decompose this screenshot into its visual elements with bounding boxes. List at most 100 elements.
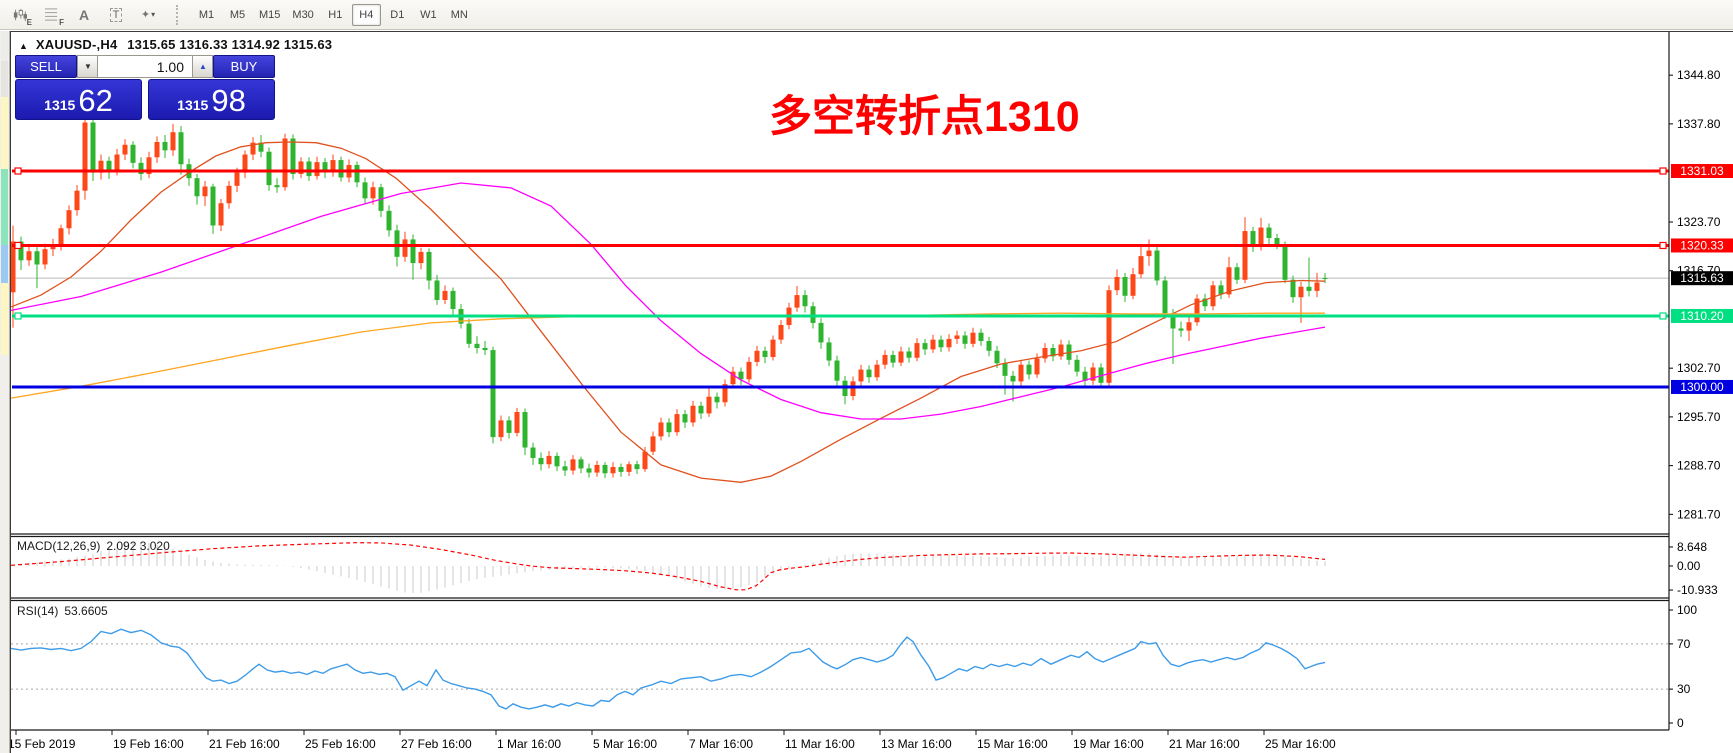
candle [514, 412, 520, 433]
candle [818, 322, 824, 343]
current-price-text: 1315.63 [1680, 271, 1724, 285]
timeframe-button-M1[interactable]: M1 [192, 4, 221, 26]
timeframe-button-H4[interactable]: H4 [351, 3, 381, 26]
market-watch-strip-segment [1, 319, 8, 355]
candle [642, 451, 648, 470]
collapse-arrow-icon[interactable]: ▲ [19, 41, 29, 51]
letter-t-glyph: T [109, 7, 123, 22]
candle [306, 161, 312, 177]
hline-anchor-handle[interactable] [14, 312, 22, 320]
candle [578, 459, 584, 469]
candle [858, 369, 864, 382]
macd-values: 2.092 3.020 [106, 539, 170, 553]
candle [666, 422, 672, 433]
candle [586, 468, 592, 473]
candle [866, 369, 872, 378]
candle [498, 420, 504, 438]
rsi-axis-label: 70 [1677, 637, 1691, 651]
hline-anchor-handle[interactable] [14, 241, 22, 250]
candle [202, 186, 208, 197]
candle [114, 154, 120, 172]
timeframe-button-M5[interactable]: M5 [223, 4, 252, 26]
candle [1202, 298, 1208, 307]
text-box-tool-icon[interactable]: T [102, 3, 130, 27]
hline-anchor-handle[interactable] [1659, 167, 1667, 175]
candle [11, 241, 16, 293]
volume-decrease-button[interactable]: ▼ [77, 55, 98, 78]
candle [1034, 358, 1040, 375]
sell-quote-button[interactable]: 1315 62 [15, 79, 142, 120]
timeframe-button-MN[interactable]: MN [445, 4, 474, 26]
candle [634, 464, 640, 470]
candle [802, 295, 808, 307]
candle [338, 160, 344, 178]
sell-button[interactable]: SELL [15, 55, 77, 78]
time-axis-label: 19 Mar 16:00 [1073, 737, 1144, 751]
tool-badge: E [26, 17, 32, 27]
timeframe-button-M30[interactable]: M30 [287, 4, 318, 26]
candle [754, 350, 760, 362]
candle [882, 354, 888, 365]
chart-symbol-header: ▲ XAUUSD-,H4 1315.65 1316.33 1314.92 131… [19, 37, 332, 52]
candle [322, 162, 328, 172]
hline-anchor-handle[interactable] [14, 167, 22, 175]
candle [554, 455, 560, 467]
y-axis-label: 1302.70 [1677, 361, 1721, 375]
y-axis-label: 1323.70 [1677, 215, 1721, 229]
hline-anchor-handle[interactable] [1659, 312, 1667, 320]
candle [482, 347, 488, 351]
hline-anchor-handle[interactable] [1659, 241, 1667, 250]
timeframe-button-H1[interactable]: H1 [321, 4, 350, 26]
shapes-dropdown-tool-icon[interactable]: ✦ ▾ [134, 3, 162, 27]
candle [962, 335, 968, 344]
candle [770, 339, 776, 358]
macd-axis-label: 0.00 [1677, 559, 1701, 573]
market-watch-edge[interactable] [0, 31, 10, 753]
fast-ma-line [11, 141, 1326, 483]
candle [402, 239, 408, 257]
candle [426, 251, 432, 281]
rsi-line [11, 628, 1326, 710]
grid-tool-icon[interactable]: F [38, 3, 66, 27]
candle [1194, 298, 1200, 323]
buy-quote-button[interactable]: 1315 98 [148, 79, 275, 120]
time-axis-label: 7 Mar 16:00 [689, 737, 753, 751]
candle [162, 141, 168, 151]
candle [122, 144, 128, 155]
chevron-down-icon: ▼ [84, 62, 92, 71]
market-watch-strip-segment [1, 31, 8, 61]
candle [1058, 344, 1064, 357]
timeframe-button-M15[interactable]: M15 [254, 4, 285, 26]
volume-increase-button[interactable]: ▲ [192, 55, 213, 78]
candle [1154, 250, 1160, 281]
candle [930, 339, 936, 350]
candle [650, 436, 656, 452]
timeframe-button-W1[interactable]: W1 [414, 4, 443, 26]
candle [1090, 367, 1096, 381]
candle [1290, 279, 1296, 298]
price-label-text: 1331.03 [1680, 164, 1724, 178]
toolbar-grip[interactable] [176, 4, 184, 25]
y-axis-label: 1337.80 [1677, 117, 1721, 131]
candle [1186, 322, 1192, 331]
candle [1002, 363, 1008, 376]
candle [570, 459, 576, 471]
candle [234, 172, 240, 186]
chart-canvas[interactable]: 1331.03 1320.33 1310.20 1300.00 1315.63 1344.… [11, 32, 1733, 753]
candle [58, 228, 64, 245]
chart-annotation-text[interactable]: 多空转折点1310 [769, 93, 1080, 141]
timeframe-button-D1[interactable]: D1 [383, 4, 412, 26]
candle [154, 141, 160, 158]
macd-name: MACD(12,26,9) [17, 539, 101, 553]
candle [1130, 274, 1136, 296]
volume-input[interactable] [98, 55, 192, 78]
time-axis-label: 1 Mar 16:00 [497, 737, 561, 751]
buy-button[interactable]: BUY [213, 55, 275, 78]
candlestick-chart-tool-icon[interactable]: E [6, 3, 34, 27]
candle [922, 343, 928, 350]
market-watch-strip-segment [1, 207, 8, 245]
price-label-text: 1300.00 [1680, 380, 1724, 394]
candle [730, 371, 736, 385]
price-label-badge [1671, 379, 1733, 394]
text-label-tool-icon[interactable]: A [70, 3, 98, 27]
